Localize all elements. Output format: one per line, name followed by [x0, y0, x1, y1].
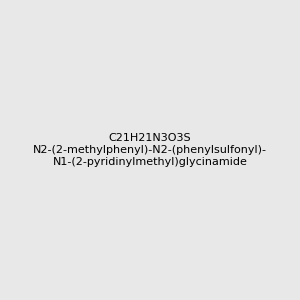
- Text: C21H21N3O3S
N2-(2-methylphenyl)-N2-(phenylsulfonyl)-
N1-(2-pyridinylmethyl)glyci: C21H21N3O3S N2-(2-methylphenyl)-N2-(phen…: [33, 134, 267, 166]
